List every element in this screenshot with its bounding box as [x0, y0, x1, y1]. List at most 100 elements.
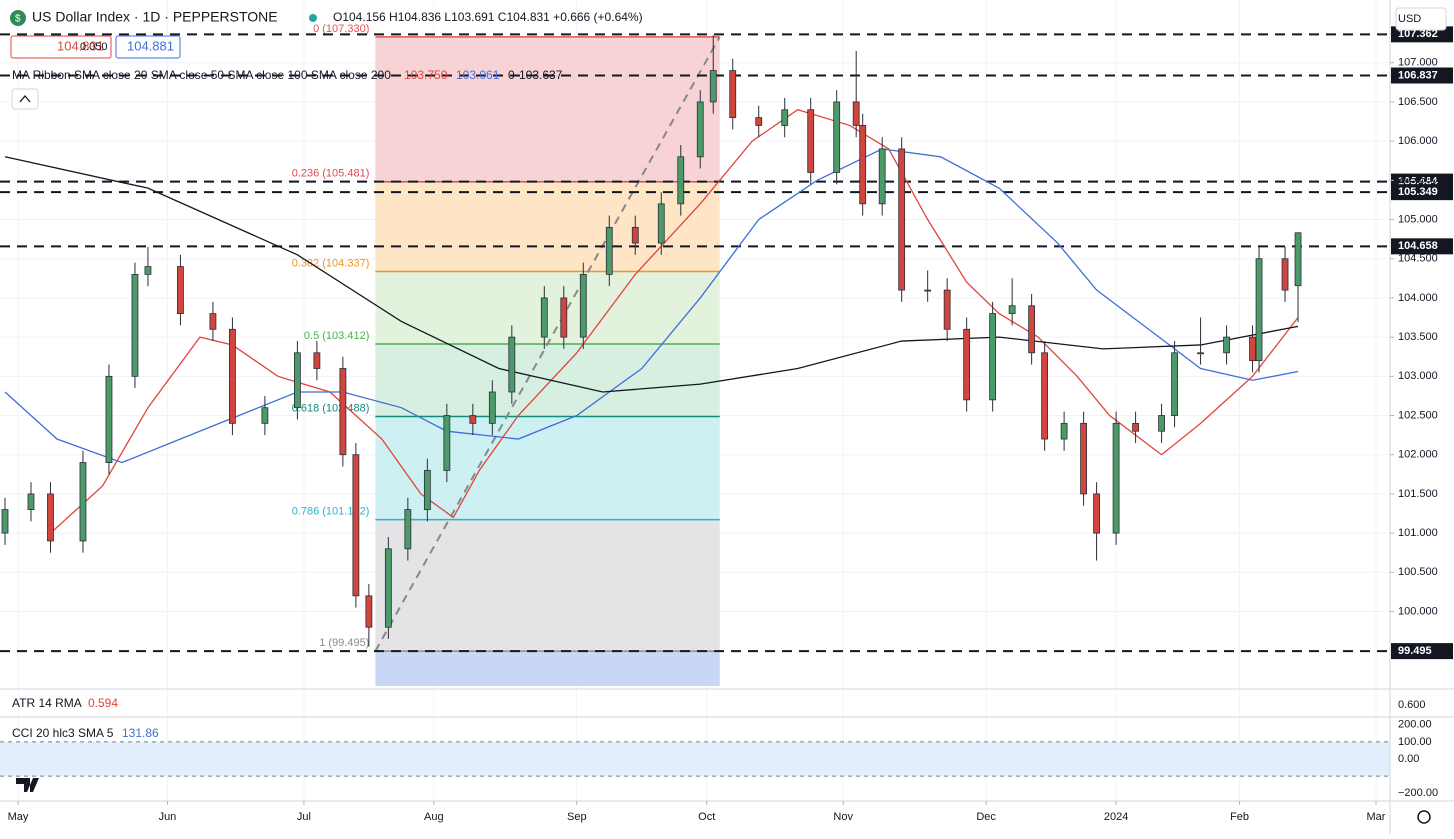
y-tick-label: 103.500: [1398, 331, 1438, 343]
cci-label: CCI 20 hlc3 SMA 5: [12, 726, 114, 740]
y-tick-label: 102.000: [1398, 449, 1438, 461]
candle-body: [339, 368, 347, 456]
y-tick-label: 106.000: [1398, 135, 1438, 147]
x-tick-label: Aug: [424, 811, 444, 823]
candle-body: [79, 462, 87, 542]
moving-average: [50, 109, 1299, 534]
x-tick-label: Mar: [1367, 811, 1386, 823]
candle-body: [508, 336, 516, 393]
fib-zone: [375, 36, 720, 182]
candle-body: [144, 266, 152, 275]
level-label: 99.495: [1398, 645, 1432, 657]
candle-body: [1028, 305, 1036, 354]
level-label: 104.658: [1398, 240, 1438, 252]
candle-body: [924, 289, 932, 292]
candle-body: [657, 203, 665, 244]
fib-zone: [375, 651, 720, 686]
atr-value: 0.594: [88, 696, 118, 710]
bid-price: 104.831: [57, 38, 104, 53]
candle-body: [261, 407, 269, 424]
candle-body: [579, 273, 587, 338]
ma100-value: 0: [508, 68, 515, 82]
candle-body: [878, 148, 886, 205]
candle-body: [1080, 422, 1088, 495]
fib-label: 0.618 (102.488): [292, 402, 370, 414]
candle-body: [709, 70, 717, 103]
collapse-icon: [19, 94, 31, 103]
candle-body: [852, 101, 860, 126]
fib-label: 1 (99.495): [319, 637, 369, 649]
y-tick-label: 105.500: [1398, 174, 1438, 186]
ma20-value: 103.750: [404, 68, 448, 82]
ohlc-legend: O104.156 H104.836 L103.691 C104.831 +0.6…: [333, 10, 643, 24]
candle-body: [1, 509, 9, 534]
cci-value: 131.86: [122, 726, 159, 740]
candle-body: [313, 352, 321, 369]
y-tick-label: 107.000: [1398, 57, 1438, 69]
x-tick-label: Dec: [976, 811, 996, 823]
candle-body: [443, 415, 451, 471]
level-label: 107.362: [1398, 28, 1438, 40]
candle-body: [488, 391, 496, 424]
candle-body: [384, 548, 392, 628]
candle-body: [729, 70, 737, 118]
indicator-panes: ATR 14 RMA 0.594 0.600 CCI 20 hlc3 SMA 5 131…: [0, 696, 1438, 799]
y-tick-label: 101.500: [1398, 488, 1438, 500]
candle-body: [631, 226, 639, 244]
logo: [16, 778, 39, 792]
level-label-bg: [1391, 67, 1453, 84]
candle-body: [1060, 422, 1068, 440]
candle-body: [1294, 232, 1302, 287]
candle-body: [1008, 305, 1016, 315]
fib-label: 0.382 (104.337): [292, 257, 370, 269]
candle-body: [1223, 336, 1230, 354]
candle-body: [963, 328, 971, 401]
candle-body: [859, 125, 867, 205]
y-tick-label: 103.000: [1398, 370, 1438, 382]
ask-price: 104.881: [127, 38, 174, 53]
symbol-icon: [10, 10, 26, 26]
y-tick-label: 105.000: [1398, 213, 1438, 225]
candle-body: [423, 469, 431, 510]
ma200-value: 103.637: [519, 68, 563, 82]
candle-body: [1041, 352, 1049, 440]
candle-body: [229, 328, 236, 424]
candle-body: [177, 266, 184, 314]
x-tick-label: May: [8, 811, 29, 823]
candle-body: [404, 509, 412, 550]
y-tick-label: 104.000: [1398, 292, 1438, 304]
candle-body: [755, 117, 763, 126]
levels: 107.362106.837105.484105.349104.65899.49…: [0, 26, 1453, 660]
sell-box[interactable]: [10, 35, 112, 59]
cci-tick-label: 0.00: [1398, 753, 1419, 765]
candle-body: [365, 595, 373, 628]
symbol-title[interactable]: US Dollar Index · 1D · PEPPERSTONE: [32, 9, 278, 25]
currency-button[interactable]: [1395, 7, 1447, 31]
fib-label: 0.236 (105.481): [292, 168, 370, 180]
candle-body: [1281, 258, 1289, 291]
collapse-button[interactable]: [11, 88, 39, 110]
x-tick-label: Feb: [1230, 811, 1249, 823]
candle-body: [1093, 493, 1101, 534]
x-tick-label: Nov: [833, 811, 853, 823]
buy-box[interactable]: [115, 35, 181, 59]
y-tick-label: 100.500: [1398, 566, 1438, 578]
candle-body: [781, 109, 789, 126]
candle-body: [1197, 352, 1204, 355]
candle-body: [27, 493, 35, 511]
y-tick-label: 101.000: [1398, 527, 1438, 539]
settings-icon[interactable]: [1417, 810, 1431, 824]
fib-label: 0.5 (103.412): [304, 330, 369, 342]
axes: 100.000100.500101.000101.500102.000102.5…: [8, 57, 1438, 823]
fib-trendline: [374, 36, 721, 652]
candle-body: [131, 273, 139, 377]
candle-body: [560, 297, 568, 338]
candle-body: [469, 415, 477, 424]
candle-body: [1112, 422, 1120, 534]
y-tick-label: 100.000: [1398, 605, 1438, 617]
cci-tick-label: 100.00: [1398, 736, 1432, 748]
candle-body: [1255, 258, 1263, 362]
candle-body: [605, 226, 613, 275]
y-tick-label: 104.500: [1398, 253, 1438, 265]
